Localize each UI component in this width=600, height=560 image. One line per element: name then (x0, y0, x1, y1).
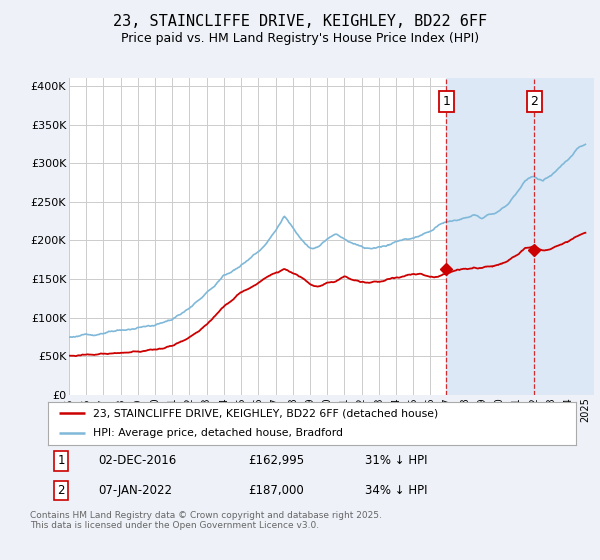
Text: 23, STAINCLIFFE DRIVE, KEIGHLEY, BD22 6FF (detached house): 23, STAINCLIFFE DRIVE, KEIGHLEY, BD22 6F… (93, 408, 438, 418)
Text: 1: 1 (58, 454, 65, 468)
Text: 02-DEC-2016: 02-DEC-2016 (98, 454, 176, 468)
Text: 07-JAN-2022: 07-JAN-2022 (98, 484, 172, 497)
Text: 31% ↓ HPI: 31% ↓ HPI (365, 454, 427, 468)
Text: £162,995: £162,995 (248, 454, 305, 468)
Text: £187,000: £187,000 (248, 484, 304, 497)
Text: 2: 2 (58, 484, 65, 497)
Text: Contains HM Land Registry data © Crown copyright and database right 2025.
This d: Contains HM Land Registry data © Crown c… (30, 511, 382, 530)
Text: 34% ↓ HPI: 34% ↓ HPI (365, 484, 427, 497)
Text: 1: 1 (442, 95, 450, 108)
Bar (534, 78, 594, 395)
Text: 23, STAINCLIFFE DRIVE, KEIGHLEY, BD22 6FF: 23, STAINCLIFFE DRIVE, KEIGHLEY, BD22 6F… (113, 14, 487, 29)
Bar (446, 78, 534, 395)
Text: 2: 2 (530, 95, 538, 108)
Text: HPI: Average price, detached house, Bradford: HPI: Average price, detached house, Brad… (93, 428, 343, 438)
Text: Price paid vs. HM Land Registry's House Price Index (HPI): Price paid vs. HM Land Registry's House … (121, 32, 479, 45)
